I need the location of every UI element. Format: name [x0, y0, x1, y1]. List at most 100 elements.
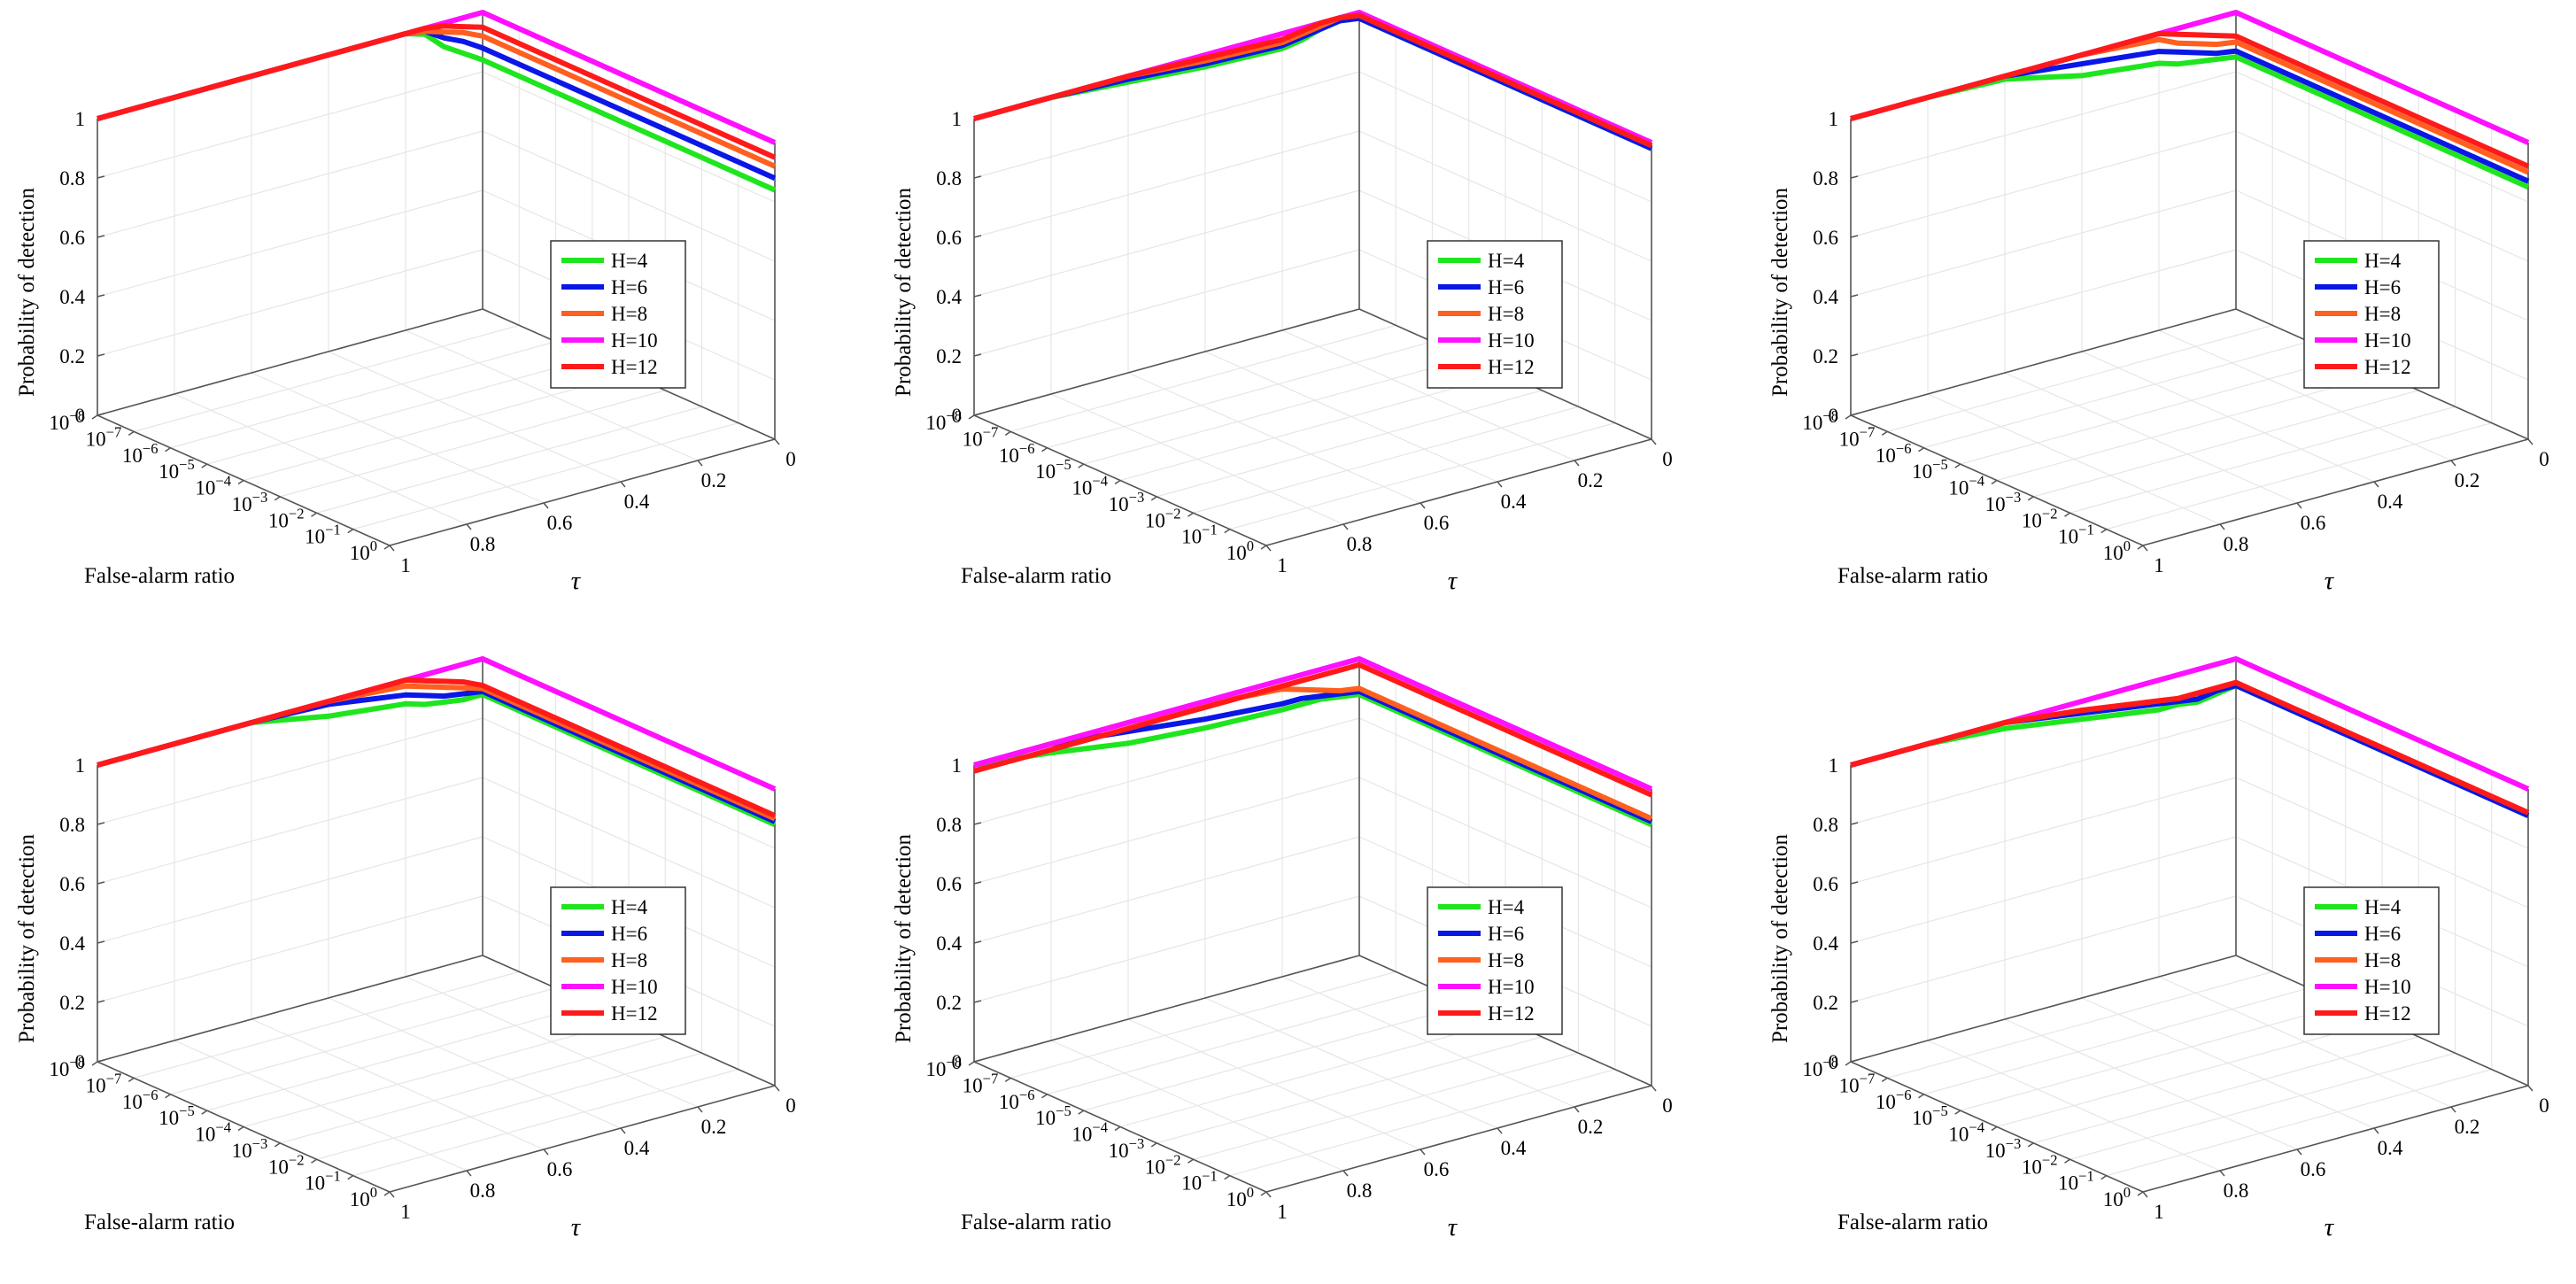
x-tick-mark [128, 430, 135, 436]
legend-label: H=10 [2364, 329, 2411, 352]
z-tick-mark [1850, 1000, 1859, 1003]
legend-label: H=4 [2364, 896, 2402, 918]
grid-line [2235, 130, 2529, 262]
x-axis-label: False-alarm ratio [961, 564, 1111, 588]
x-axis-label: False-alarm ratio [84, 564, 235, 588]
tau-tick-label: 0 [1662, 1094, 1673, 1117]
z-tick-label: 0.8 [59, 167, 85, 190]
z-tick-label: 0.2 [1813, 992, 1838, 1014]
grid-line [2081, 351, 2375, 483]
grid-line [1960, 1003, 2346, 1111]
x-tick-mark [1150, 496, 1157, 501]
z-tick-mark [1850, 294, 1859, 298]
chart-panel-c: 0 0.2 0.4 0.6 0.8 1 10−8 10−7 10−6 10−5 10−4 10−3 10… [1753, 0, 2576, 638]
grid-line [280, 1036, 666, 1144]
grid-line [1850, 777, 2237, 885]
tau-tick-mark [466, 1170, 472, 1177]
grid-line [1850, 190, 2237, 298]
x-tick-label: 10−5 [1912, 456, 1948, 483]
x-tick-mark [237, 1125, 244, 1132]
grid-line [206, 357, 592, 465]
grid-line [1156, 1036, 1543, 1144]
z-tick-mark [97, 235, 105, 238]
x-tick-label: 10−1 [305, 1168, 341, 1195]
x-tick-label: 100 [2103, 1184, 2131, 1211]
grid-line [973, 777, 1360, 885]
tau-tick-mark [1651, 438, 1657, 445]
grid-line [1358, 717, 1652, 849]
x-tick-mark [1078, 463, 1085, 468]
x-tick-label: 10−1 [1181, 522, 1218, 548]
z-axis-label: Probability of detection [892, 833, 916, 1043]
grid-line [97, 249, 483, 357]
legend-label: H=8 [611, 949, 647, 971]
grid-line [1850, 249, 2237, 357]
grid-line [206, 1003, 592, 1111]
tau-tick-mark [1342, 523, 1349, 530]
x-tick-mark [1187, 1158, 1194, 1164]
x-tick-label: 100 [350, 538, 377, 564]
tau-tick-label: 0.8 [1347, 1180, 1373, 1202]
chart-panel-b: 0 0.2 0.4 0.6 0.8 1 10−8 10−7 10−6 10−5 10−4 10−3 10… [877, 0, 1727, 638]
tau-tick-label: 1 [2154, 1201, 2164, 1223]
grid-line [251, 1018, 545, 1150]
grid-line [1850, 717, 2237, 825]
grid-line [134, 971, 520, 1079]
axis-line [97, 955, 483, 1063]
x-tick-label: 10−1 [305, 522, 341, 548]
grid-line [2033, 1036, 2419, 1144]
x-tick-mark [1150, 1142, 1157, 1148]
tau-tick-mark [1420, 1149, 1426, 1156]
series-group [97, 656, 777, 827]
grid-line [174, 393, 468, 525]
tau-tick-label: 0.8 [2224, 533, 2249, 555]
x-tick-mark [1260, 1191, 1267, 1196]
z-tick-label: 0 [952, 405, 963, 427]
z-tick-label: 0.2 [936, 992, 962, 1014]
tau-tick-mark [2527, 438, 2533, 445]
z-tick-label: 0 [952, 1051, 963, 1073]
series-line-H=6 [1850, 48, 2530, 184]
z-tick-mark [1850, 940, 1859, 944]
grid-line [1887, 324, 2273, 432]
series-line-H=4 [97, 692, 777, 827]
grid-line [1927, 393, 2221, 525]
series-line-H=12 [973, 661, 1653, 798]
series-line-H=8 [97, 683, 777, 822]
tau-tick-label: 0 [785, 448, 796, 470]
x-tick-label: 10−7 [86, 423, 122, 450]
legend: H=4 H=6 H=8 H=10 H=12 [550, 240, 686, 389]
grid-line [97, 895, 483, 1003]
chart-svg-c: 00.20.40.60.8110−810−710−610−510−410−310… [1768, 10, 2549, 595]
z-tick-label: 0.6 [1813, 873, 1838, 895]
grid-line [2235, 777, 2529, 909]
grid-line [1047, 341, 1433, 449]
tau-tick-mark [620, 1127, 626, 1134]
tau-tick-mark [2373, 481, 2379, 488]
axis-line [97, 308, 483, 416]
x-tick-mark [1918, 447, 1924, 452]
x-tick-label: 10−6 [999, 1087, 1035, 1113]
z-tick-label: 0.8 [1813, 814, 1838, 836]
grid-line [2106, 1069, 2492, 1177]
legend-label: H=4 [611, 896, 648, 918]
z-axis-label: Probability of detection [1768, 187, 1792, 397]
grid-line [1281, 329, 1575, 461]
x-tick-mark [1224, 529, 1231, 534]
axes-frame [1850, 659, 2529, 1193]
grid-line [973, 895, 1360, 1003]
x-tick-mark [2100, 529, 2108, 534]
z-tick-mark [97, 881, 105, 885]
x-tick-mark [1954, 463, 1961, 468]
series-group [973, 10, 1653, 151]
tau-tick-label: 0 [2539, 448, 2549, 470]
legend-label: H=12 [611, 356, 658, 378]
tau-tick-label: 0.2 [2455, 1116, 2480, 1138]
tau-tick-mark [2219, 523, 2225, 530]
grid-line [243, 1019, 630, 1128]
x-tick-mark [91, 414, 98, 420]
chart-panel-a: 0 0.2 0.4 0.6 0.8 1 10−8 10−7 10−6 10−5 10−4 10−3 10… [0, 0, 850, 638]
x-tick-mark [1881, 430, 1888, 436]
tau-tick-mark [774, 1085, 780, 1092]
